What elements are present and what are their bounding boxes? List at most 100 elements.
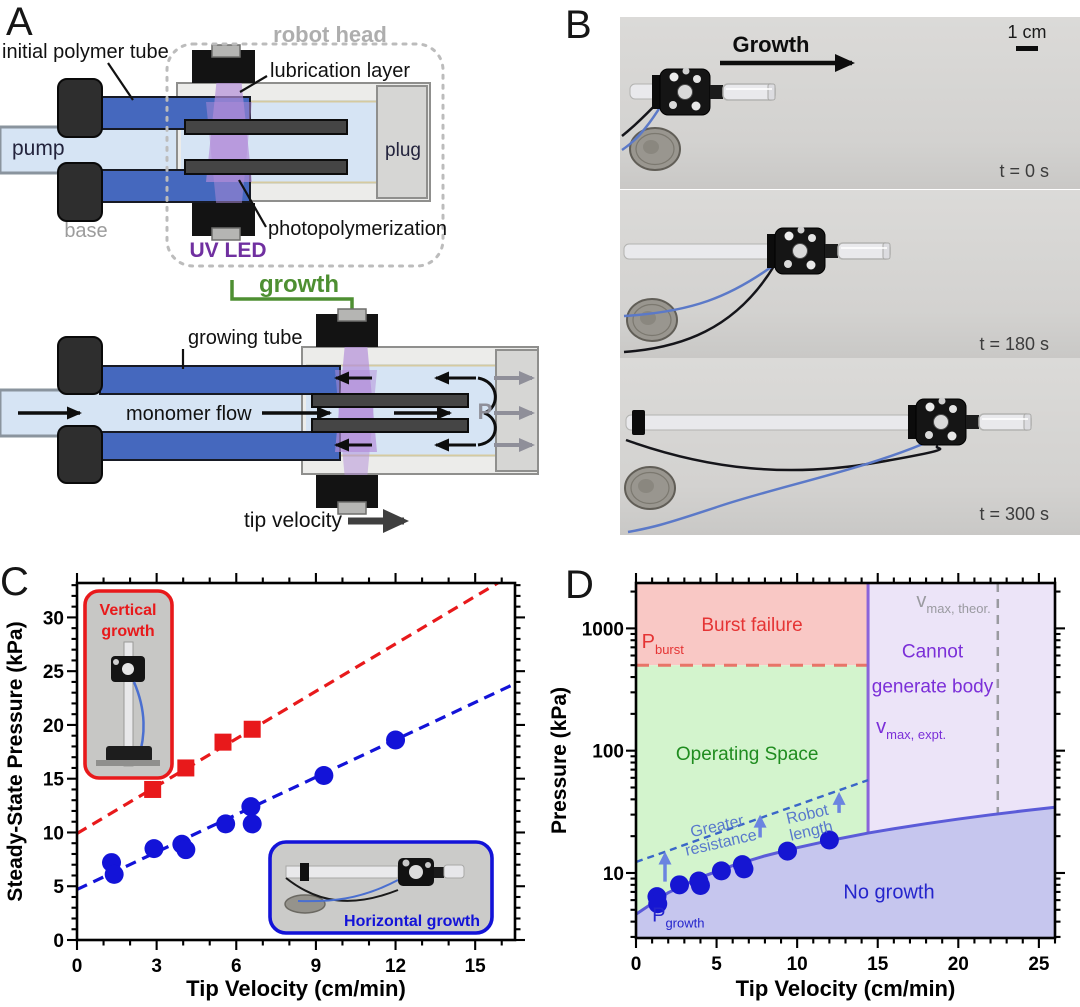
uv-led-lens-bottom — [337, 501, 367, 515]
plot-frame — [634, 581, 1057, 940]
x-tick-label: 0 — [631, 954, 642, 975]
panel-b-timelapse: B — [540, 0, 1080, 560]
x-axis-title: Tip Velocity (cm/min) — [736, 976, 956, 1001]
shift-arrow-head — [658, 851, 672, 865]
growing-tube-schematic: P growing tube monomer flow tip velocity — [0, 308, 539, 533]
growth-bracket: growth — [230, 271, 354, 312]
y-tick-label: 10 — [43, 823, 64, 844]
x-tick-label: 6 — [231, 956, 242, 977]
panel-c-pressure-chart: C 0 3 6 9 12 15 0 5 10 15 20 25 30 Tip Velocity (cm/m… — [0, 560, 540, 1007]
initial-tube-schematic: robot head initial polymer tube lubricat… — [0, 22, 447, 268]
growing-tube-label: growing tube — [188, 327, 303, 349]
greater-resistance-curve — [635, 778, 869, 864]
base-clamp-top — [57, 336, 103, 395]
black-wire — [625, 438, 942, 472]
y-tick-label: 5 — [53, 877, 64, 898]
data-point — [819, 830, 839, 850]
inner-needle-wall-bottom — [184, 159, 348, 175]
photo-background — [620, 190, 1080, 358]
panel-d-letter: D — [565, 563, 594, 607]
x-axis-title: Tip Velocity (cm/min) — [186, 976, 406, 1001]
panel-a-letter: A — [6, 0, 33, 44]
photo-frame-t0: Growth 1 cm t = 0 s — [620, 17, 1080, 189]
data-point — [648, 894, 668, 914]
uv-led-label: UV LED — [189, 239, 266, 262]
coin — [624, 466, 676, 510]
monomer-flow-label: monomer flow — [126, 403, 252, 425]
trend-line — [77, 583, 501, 835]
timestamp-label: t = 300 s — [979, 504, 1049, 524]
inner-needle-wall-top — [311, 393, 469, 408]
plot-frame — [75, 581, 517, 942]
coin — [626, 298, 678, 342]
y-tick-label: 0 — [53, 931, 64, 952]
x-tick-label: 12 — [385, 956, 406, 977]
coin — [284, 894, 326, 914]
burst-failure-region — [636, 583, 869, 666]
panel-d-phase-diagram: D Burst failure Operating Space Cannot gene… — [540, 560, 1080, 1007]
plug-block — [495, 349, 539, 472]
growing-tube-wall-bottom — [99, 431, 341, 461]
photo-frame-t180: t = 180 s — [620, 190, 1080, 358]
growth-pressure-points — [647, 830, 839, 914]
vertical-growth-inset: Vertical growth — [83, 589, 174, 780]
horizontal-growth-inset: Horizontal growth — [268, 840, 494, 935]
data-point — [670, 875, 690, 895]
growth-bracket-line — [230, 280, 354, 312]
timestamp-label: t = 0 s — [999, 161, 1049, 181]
return-uturn-bottom — [477, 411, 497, 447]
inset-label: growth — [101, 623, 154, 640]
initial-tube-pointer — [107, 62, 134, 101]
uv-led-lens-top — [211, 44, 241, 58]
inset-label: Horizontal growth — [344, 913, 480, 930]
growth-timelapse-photos: Growth 1 cm t = 0 s t = 180 s — [620, 17, 1080, 535]
blue-wire — [623, 260, 779, 318]
data-point — [144, 839, 164, 859]
shift-arrow-head — [753, 814, 767, 828]
cannot-generate-label-2: generate body — [872, 676, 994, 697]
steady-state-pressure-chart: 0 3 6 9 12 15 0 5 10 15 20 25 30 Tip Velocity (cm/min… — [0, 560, 540, 1007]
no-growth-region — [636, 807, 1055, 938]
plug-block — [376, 85, 428, 199]
growth-label: growth — [259, 271, 339, 298]
data-point — [144, 780, 162, 798]
robot-head-outline — [165, 42, 445, 268]
tip-velocity-label: tip velocity — [244, 509, 343, 532]
uv-led-lens-top — [337, 308, 367, 322]
vertical-growth-series — [144, 720, 261, 798]
data-point — [177, 759, 195, 777]
data-point — [241, 797, 261, 817]
data-point — [242, 814, 262, 834]
data-point — [243, 720, 261, 738]
data-point — [214, 733, 232, 751]
black-wire — [623, 265, 776, 354]
y-tick-label: 25 — [43, 662, 65, 683]
y-axis-title: Pressure (kPa) — [548, 687, 571, 834]
x-tick-label: 20 — [948, 954, 969, 975]
data-point — [711, 861, 731, 881]
plug-label: plug — [385, 140, 421, 161]
growth-direction-label: Growth — [733, 32, 810, 57]
initial-polymer-tube-label: initial polymer tube — [2, 41, 169, 63]
return-uturn-top — [477, 376, 497, 415]
blue-wire — [627, 438, 933, 534]
coin — [629, 127, 681, 171]
x-tick-label: 15 — [867, 954, 889, 975]
grown-tube — [625, 414, 913, 431]
x-tick-label: 15 — [465, 956, 487, 977]
uv-led-lens-bottom — [211, 227, 241, 241]
x-tick-label: 3 — [151, 956, 162, 977]
inset-label: Vertical — [100, 602, 157, 619]
operating-space-label: Operating Space — [676, 744, 819, 765]
inner-needle-wall-top — [184, 119, 348, 135]
photo-frame-t300: t = 300 s — [620, 358, 1080, 535]
robot-head-diagram: robot head initial polymer tube lubricat… — [0, 22, 539, 533]
data-point — [104, 864, 124, 884]
data-point — [216, 814, 236, 834]
y-tick-label: 10 — [603, 864, 624, 885]
panel-a-schematic: A — [0, 0, 540, 560]
base-clamp-top — [57, 78, 103, 138]
shift-arrow-head — [832, 791, 846, 805]
horizontal-growth-series — [102, 730, 406, 884]
